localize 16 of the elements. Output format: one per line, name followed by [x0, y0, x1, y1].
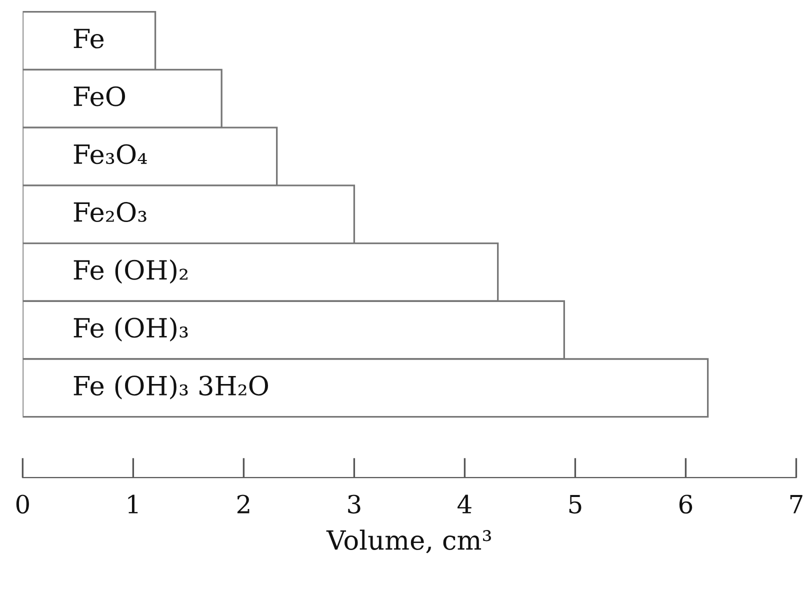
x-tick-label: 2: [237, 494, 250, 514]
y-tick-label: Fe: [74, 28, 104, 48]
y-tick-label: Fe₃O₄: [74, 144, 147, 164]
y-tick-label: Fe₂O₃: [74, 202, 146, 222]
x-tick-label: 4: [458, 494, 472, 514]
x-tick-label: 7: [790, 495, 802, 514]
y-tick-label: Fe (OH)₂: [74, 259, 188, 284]
y-tick-label: Fe (OH)₃ 3H₂O: [74, 375, 268, 400]
x-axis-title: Volume, cm³: [326, 530, 491, 554]
x-tick-label: 3: [348, 494, 360, 514]
x-tick-label: 0: [16, 494, 29, 514]
y-tick-label: FeO: [74, 86, 126, 106]
y-tick-label: Fe (OH)₃: [74, 317, 188, 342]
x-tick-label: 1: [128, 494, 138, 514]
x-tick-label: 6: [679, 494, 692, 514]
x-tick-label: 5: [569, 495, 582, 514]
